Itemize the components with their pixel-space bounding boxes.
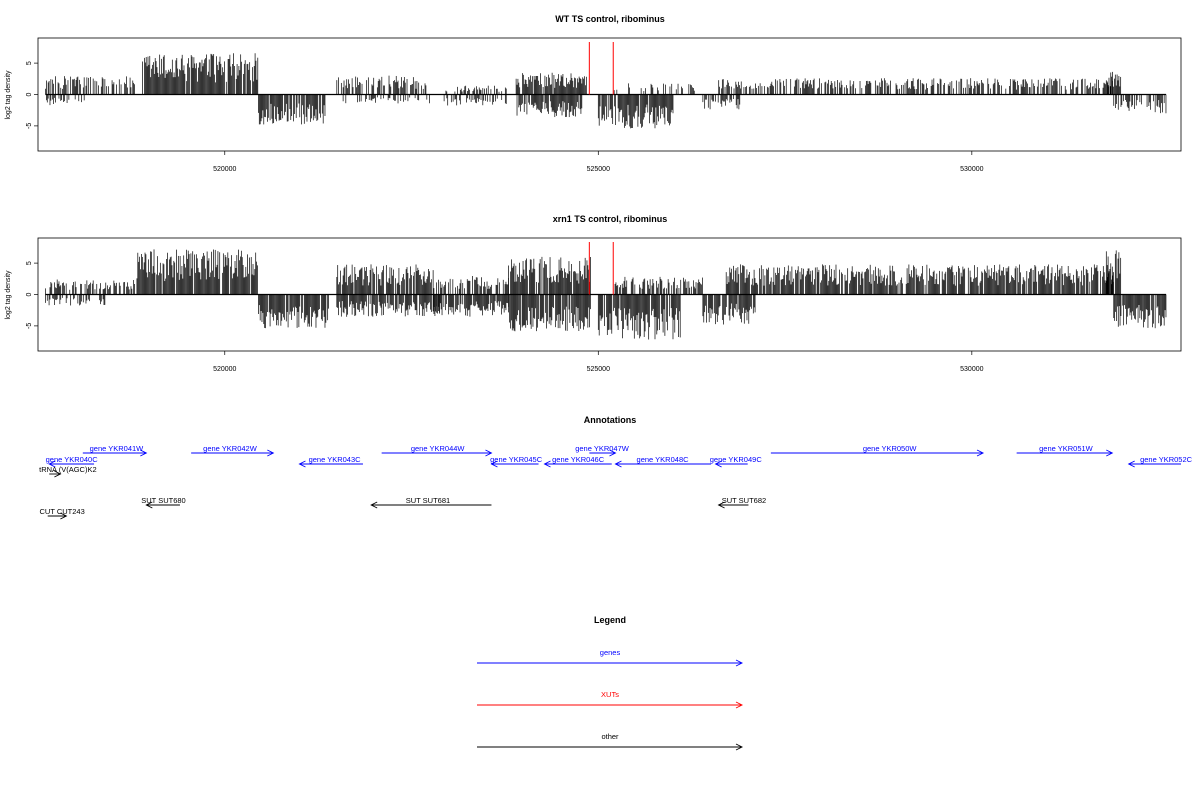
annotation-arrow-arrowhead [145,501,153,509]
annotation-arrow-arrowhead [609,449,617,457]
annotation-label: SUT SUT680 [141,496,185,505]
xrn1-xut-markers [588,242,614,295]
annotation-feature: gene YKR050W [770,444,985,457]
legend-arrow-arrowhead [735,701,744,709]
annotation-arrow-arrowhead [54,470,62,478]
annotation-label: SUT SUT682 [722,496,766,505]
legend-label: other [601,732,619,741]
annotation-label: SUT SUT681 [406,496,450,505]
annotation-feature: tRNA (V(AGC)K2 [39,465,97,478]
annotation-feature: gene YKR046C [543,455,612,468]
xrn1-signal-bars [45,249,1167,340]
annotation-label: gene YKR043C [309,455,362,464]
annotation-feature: CUT CUT243 [39,507,85,520]
annotation-label: gene YKR041W [90,444,145,453]
annotation-arrow-arrowhead [1106,449,1114,457]
annotation-feature: gene YKR043C [298,455,363,468]
annotation-feature: gene YKR052C [1127,455,1193,468]
xrn1-y-tick-label: -5 [26,323,33,329]
legend-label: genes [600,648,621,657]
annotation-label: gene YKR050W [863,444,918,453]
annotation-arrow-arrowhead [60,512,68,520]
xrn1-x-tick-label: 520000 [213,366,236,373]
wt-x-axis: 520000 525000 530000 [213,151,984,173]
xrn1-x-axis: 520000 525000 530000 [213,351,984,373]
annotation-feature: gene YKR047W [575,444,630,457]
annotation-feature: gene YKR048C [614,455,712,468]
wt-signal-bars [45,53,1167,129]
xrn1-y-axis-label: log2 tag density [5,270,12,320]
annotation-arrow-arrowhead [543,460,551,468]
annotation-label: gene YKR052C [1140,455,1193,464]
annotation-arrow-arrowhead [1127,460,1135,468]
annotation-arrow-arrowhead [298,460,306,468]
annotation-arrow-arrowhead [717,501,725,509]
annotation-arrow-arrowhead [370,501,378,509]
annotation-label: gene YKR047W [575,444,630,453]
annotation-label: gene YKR046C [552,455,605,464]
wt-x-tick-label: 525000 [587,166,610,173]
annotations-title: Annotations [584,415,637,425]
annotation-label: gene YKR044W [411,444,466,453]
legend-items: genes XUTs other [477,648,744,751]
wt-panel-title: WT TS control, ribominus [555,14,665,24]
annotation-label: tRNA (V(AGC)K2 [39,465,97,474]
annotation-arrow-arrowhead [714,460,722,468]
annotation-arrow-arrowhead [140,449,148,457]
xrn1-panel-title: xrn1 TS control, ribominus [553,214,668,224]
wt-y-tick-label: 5 [26,61,33,65]
annotation-label: gene YKR049C [710,455,763,464]
legend-title: Legend [594,615,626,625]
wt-y-axis: 5 0 -5 [26,61,38,129]
annotation-feature: gene YKR044W [381,444,493,457]
wt-track-panel: WT TS control, ribominus 5 0 -5 520000 5250… [5,14,1182,173]
xrn1-track-panel: xrn1 TS control, ribominus 50-5 520000 52… [5,214,1182,373]
wt-y-tick-label: -5 [26,123,33,129]
annotation-feature: gene YKR051W [1016,444,1114,457]
xrn1-x-tick-label: 530000 [960,366,983,373]
annotation-feature: gene YKR041W [82,444,148,457]
legend: Legend genes XUTs other [477,615,744,751]
legend-item: other [477,732,744,751]
annotation-arrow-arrowhead [490,460,498,468]
annotation-arrow-arrowhead [485,449,493,457]
legend-arrow-arrowhead [735,743,744,751]
wt-y-axis-label: log2 tag density [5,70,12,120]
wt-x-tick-label: 530000 [960,166,983,173]
legend-arrow-arrowhead [735,659,744,667]
annotation-label: gene YKR048C [637,455,690,464]
xrn1-x-tick-label: 525000 [587,366,610,373]
wt-y-tick-label: 0 [26,92,33,96]
annotation-feature: gene YKR042W [191,444,275,457]
xrn1-y-tick-label: 0 [26,292,33,296]
annotation-feature: SUT SUT680 [141,496,186,509]
annotation-feature: SUT SUT681 [370,496,492,509]
wt-x-tick-label: 520000 [213,166,236,173]
annotation-label: gene YKR051W [1039,444,1094,453]
annotation-label: CUT CUT243 [39,507,84,516]
annotation-feature: gene YKR049C [710,455,763,468]
annotation-arrow-arrowhead [976,449,985,457]
annotation-label: gene YKR042W [203,444,258,453]
xrn1-y-tick-label: 5 [26,261,33,265]
legend-item: XUTs [477,690,744,709]
xrn1-y-axis: 5 0 -5 [26,261,38,329]
annotation-feature: SUT SUT682 [717,496,766,509]
wt-xut-markers [588,42,614,95]
annotation-label: gene YKR040C [46,455,99,464]
legend-label: XUTs [601,690,619,699]
annotation-arrow-arrowhead [48,460,56,468]
annotation-arrow-arrowhead [267,449,275,457]
legend-item: genes [477,648,744,667]
annotation-arrow-arrowhead [614,460,622,468]
annotation-feature: gene YKR045C [490,455,543,468]
annotation-label: gene YKR045C [490,455,543,464]
annotations-track: Annotations gene YKR041W gene YKR040CtRNA… [39,415,1193,520]
annotation-feature: gene YKR040C [46,455,99,468]
